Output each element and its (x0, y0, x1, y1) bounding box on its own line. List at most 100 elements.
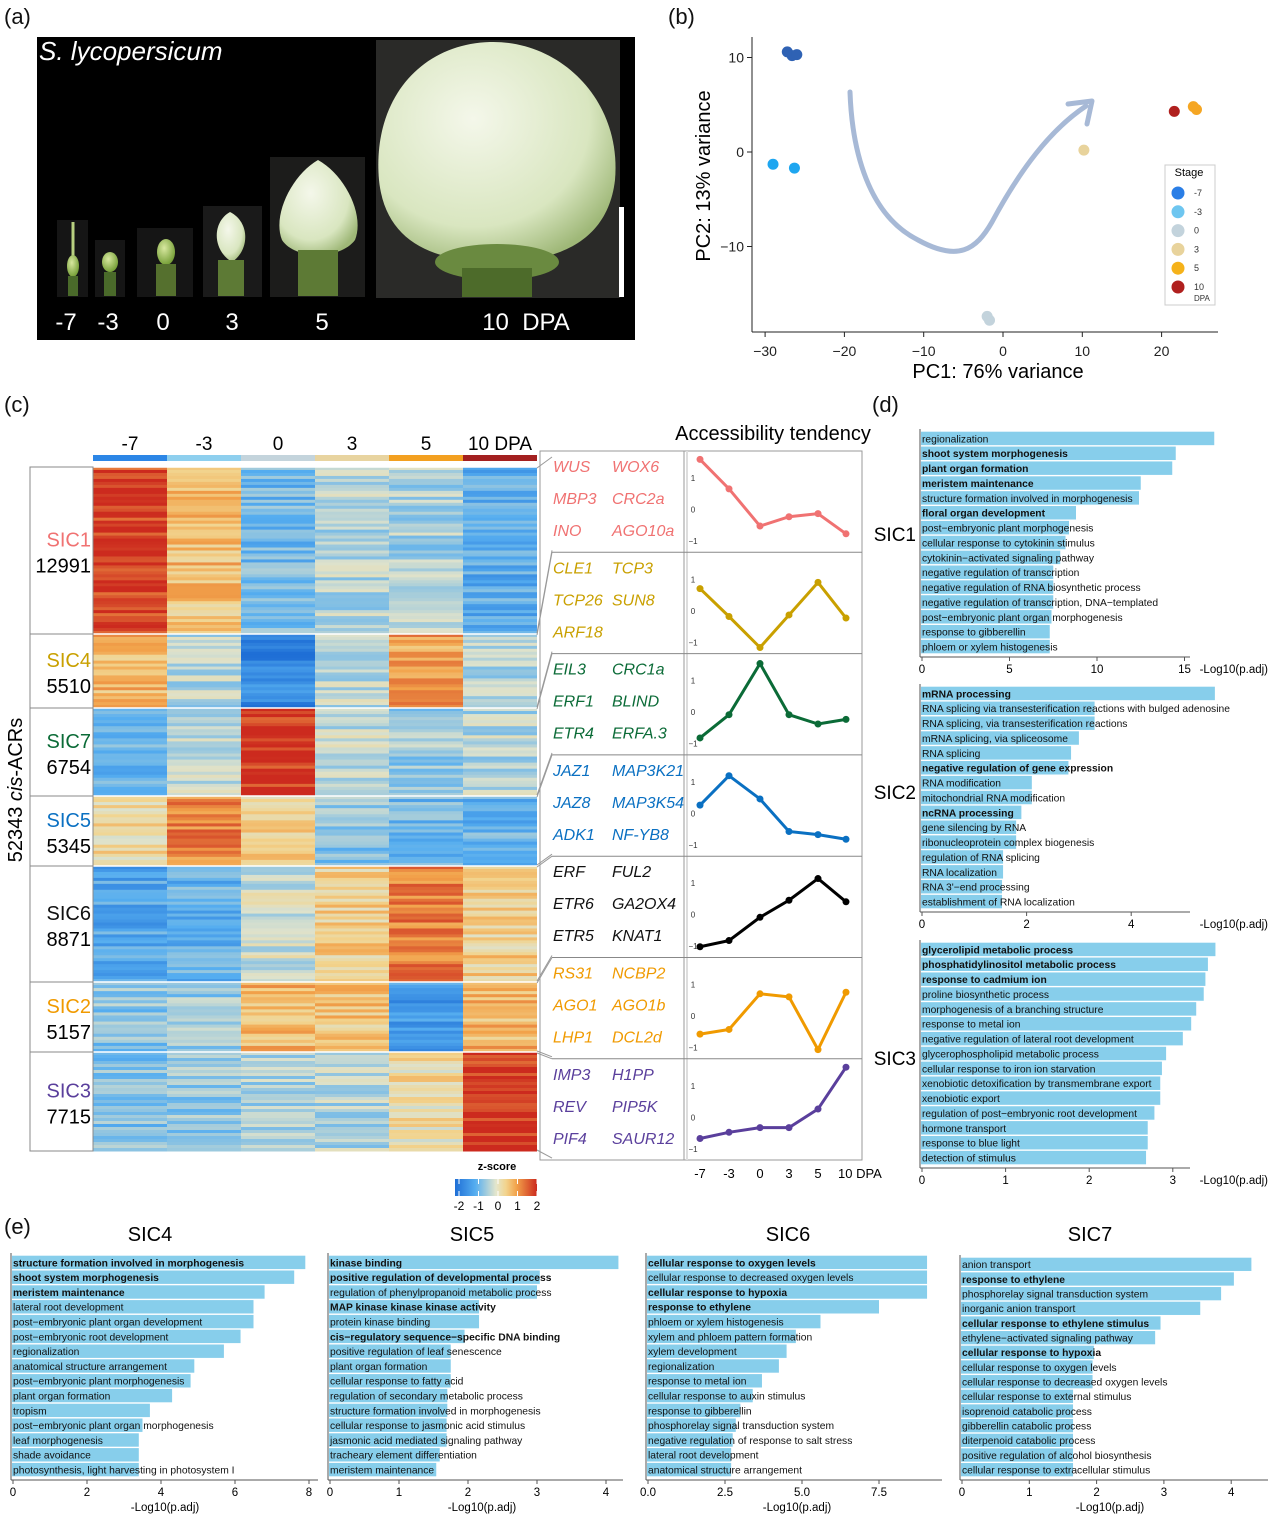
colorbar-tick-label: 1 (514, 1199, 521, 1213)
heatmap-cell (463, 672, 537, 676)
heatmap-cell (167, 1094, 241, 1098)
heatmap-cell (93, 529, 167, 534)
heatmap-cell (167, 574, 241, 578)
heatmap-cell (463, 634, 537, 638)
heatmap-cell (389, 841, 463, 846)
heatmap-cell (241, 738, 315, 742)
heatmap-cell (241, 756, 315, 761)
go-bar (329, 1255, 619, 1270)
heatmap-cell (389, 774, 463, 779)
tendency-point (756, 644, 764, 651)
heatmap-cell (241, 520, 315, 525)
x-tick-label: 1 (1026, 1487, 1032, 1499)
x-tick-label: 0 (919, 664, 925, 676)
x-tick-label: 10 DPA (838, 1166, 882, 1181)
heatmap-cell (167, 660, 241, 665)
y-tick-label: 1 (691, 575, 696, 584)
heatmap-cell (241, 856, 315, 861)
heatmap-cell (93, 532, 167, 537)
heatmap-cell (463, 762, 537, 767)
heatmap-cell (93, 1115, 167, 1119)
heatmap-cell (93, 625, 167, 629)
heatmap-cell (463, 505, 537, 510)
heatmap-cell (315, 898, 389, 903)
heatmap-cell (167, 601, 241, 605)
heatmap-cell (463, 571, 537, 575)
heatmap-cell (93, 1091, 167, 1095)
heatmap-cell (93, 943, 167, 947)
heatmap-cell (463, 651, 537, 656)
heatmap-cell (93, 580, 167, 584)
heatmap-cell (315, 904, 389, 909)
heatmap-cell (93, 634, 167, 638)
heatmap-cell (93, 610, 167, 614)
trajectory-arrow (847, 89, 1089, 254)
heatmap-cell (241, 577, 315, 581)
heatmap-cell (241, 508, 315, 513)
heatmap-cell (315, 889, 389, 894)
heatmap-cell (241, 729, 315, 733)
heatmap-cell (389, 490, 463, 495)
heatmap-cell (93, 811, 167, 815)
heatmap-cell (463, 478, 537, 483)
tendency-point (725, 772, 733, 780)
heatmap-cell (167, 484, 241, 489)
heatmap-cell (93, 940, 167, 944)
heatmap-cell (315, 826, 389, 830)
heatmap-cell (93, 601, 167, 605)
heatmap-cell (167, 750, 241, 755)
heatmap-cell (241, 847, 315, 852)
heatmap-cell (93, 937, 167, 941)
heatmap-cell (241, 648, 315, 653)
connector-line (536, 651, 553, 708)
heatmap-cell (389, 547, 463, 551)
heatmap-cell (93, 559, 167, 563)
heatmap-cell (389, 1015, 463, 1020)
heatmap-cell (389, 544, 463, 549)
heatmap-cell (463, 991, 537, 995)
heatmap-cell (463, 619, 537, 623)
heatmap-cell (315, 472, 389, 477)
y-tick-label: 1 (691, 474, 696, 483)
go-term-label: negative regulation of transcription (922, 568, 1080, 579)
heatmap-cell (167, 811, 241, 815)
go-term-label: regulation of post−embryonic root develo… (922, 1109, 1137, 1120)
heatmap-cell (315, 850, 389, 855)
heatmap-cell (315, 687, 389, 691)
heatmap-cell (389, 472, 463, 477)
tendency-point (814, 875, 822, 883)
go-bar (647, 1314, 821, 1329)
heatmap-cell (93, 792, 167, 797)
heatmap-cell (93, 547, 167, 551)
heatmap-cell (167, 964, 241, 968)
heatmap-cell (167, 675, 241, 679)
panel-label-b: (b) (668, 4, 695, 29)
heatmap-cell (167, 708, 241, 712)
heatmap-cell (241, 639, 315, 644)
heatmap-cell (463, 985, 537, 989)
gene-name: CLE1 (553, 560, 593, 577)
heatmap-cell (315, 868, 389, 873)
x-tick-label: 15 (1178, 664, 1191, 676)
heatmap-cell (463, 1021, 537, 1026)
x-tick-label: 5.0 (794, 1487, 810, 1499)
heatmap-cell (93, 765, 167, 770)
heatmap-cell (389, 1112, 463, 1116)
heatmap-cell (389, 973, 463, 977)
x-tick-label: 3 (1170, 1175, 1176, 1187)
go-term-label: structure formation involved in morphoge… (330, 1406, 541, 1417)
heatmap-cell (93, 964, 167, 968)
gene-name: TCP3 (612, 560, 653, 577)
heatmap-cell (167, 1103, 241, 1107)
heatmap-cell (463, 544, 537, 549)
heatmap-cell (167, 877, 241, 882)
heatmap-cell (463, 907, 537, 912)
connector-line (536, 754, 553, 798)
heatmap-cell (241, 753, 315, 758)
heatmap-cell (93, 675, 167, 679)
heatmap-cell (315, 1109, 389, 1113)
heatmap-cell (315, 553, 389, 557)
heatmap-cell (463, 622, 537, 626)
heatmap-cell (315, 1094, 389, 1098)
heatmap-cell (463, 487, 537, 492)
